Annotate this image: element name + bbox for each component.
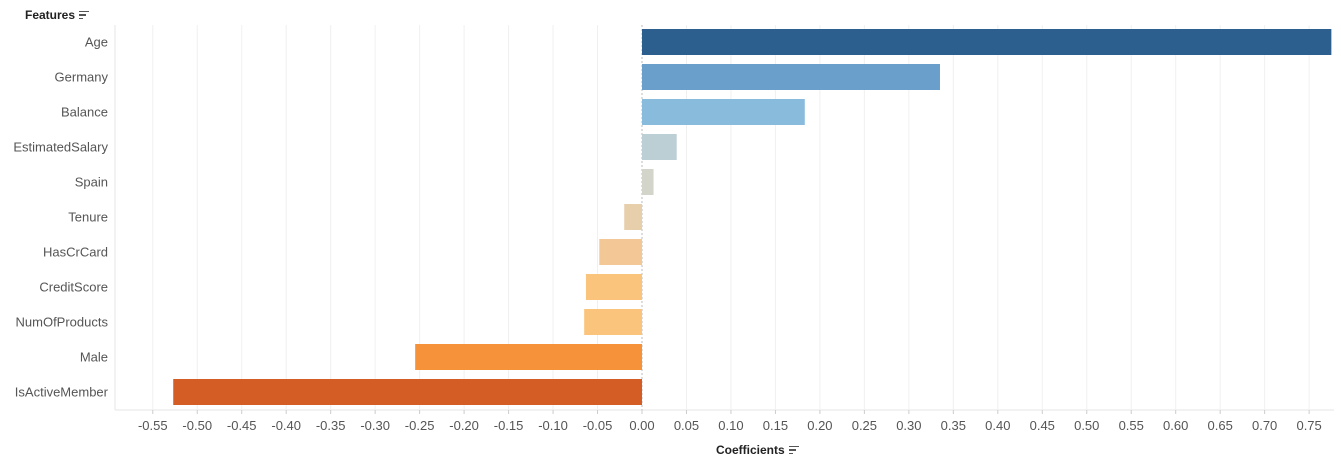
bar-estimatedsalary[interactable] (642, 134, 677, 160)
x-tick-label: 0.25 (852, 418, 877, 433)
x-tick-label: -0.05 (583, 418, 613, 433)
x-tick-label: -0.10 (538, 418, 568, 433)
sort-icon[interactable] (788, 445, 799, 455)
bar-male[interactable] (415, 344, 642, 370)
bar-age[interactable] (642, 29, 1332, 55)
features-header-label: Features (25, 8, 76, 22)
x-tick-label: -0.35 (316, 418, 346, 433)
category-label: NumOfProducts (16, 315, 109, 330)
sort-icon[interactable] (79, 10, 90, 20)
x-tick-label: 0.10 (718, 418, 743, 433)
category-label: Germany (55, 70, 109, 85)
bar-numofproducts[interactable] (584, 309, 642, 335)
x-tick-label: 0.65 (1208, 418, 1233, 433)
x-tick-label: 0.00 (629, 418, 654, 433)
category-label: Balance (61, 105, 108, 120)
x-tick-label: -0.40 (271, 418, 301, 433)
category-labels: Age Germany Balance EstimatedSalary Spain Ten… (13, 35, 108, 400)
x-tick-label: 0.15 (763, 418, 788, 433)
x-tick-label: -0.20 (449, 418, 479, 433)
category-label: HasCrCard (43, 245, 108, 260)
features-header[interactable]: Features (25, 8, 90, 22)
x-tick-label: -0.50 (182, 418, 212, 433)
category-label: IsActiveMember (15, 385, 109, 400)
bars (173, 29, 1332, 405)
coefficients-header[interactable]: Coefficients (716, 443, 799, 457)
x-tick-label: 0.35 (941, 418, 966, 433)
x-axis-ticks: -0.55 -0.50 -0.45 -0.40 -0.35 -0.30 -0.25 -0.20… (138, 410, 1322, 433)
x-tick-label: -0.30 (360, 418, 390, 433)
x-tick-label: 0.30 (896, 418, 921, 433)
category-label: CreditScore (39, 280, 108, 295)
category-label: EstimatedSalary (13, 140, 108, 155)
category-label: Age (85, 35, 108, 50)
category-label: Spain (75, 175, 108, 190)
x-tick-label: 0.45 (1030, 418, 1055, 433)
x-tick-label: 0.40 (985, 418, 1010, 433)
x-tick-label: -0.15 (494, 418, 524, 433)
x-tick-label: -0.45 (227, 418, 257, 433)
bar-spain[interactable] (642, 169, 654, 195)
x-tick-label: 0.60 (1163, 418, 1188, 433)
x-tick-label: -0.55 (138, 418, 168, 433)
bar-balance[interactable] (642, 99, 805, 125)
bar-creditscore[interactable] (585, 274, 642, 300)
x-tick-label: 0.20 (807, 418, 832, 433)
bar-isactivemember[interactable] (173, 379, 642, 405)
category-label: Male (80, 350, 108, 365)
category-label: Tenure (68, 210, 108, 225)
x-tick-label: 0.55 (1119, 418, 1144, 433)
x-tick-label: 0.70 (1252, 418, 1277, 433)
coefficients-header-label: Coefficients (716, 443, 785, 457)
x-tick-label: -0.25 (405, 418, 435, 433)
x-tick-label: 0.50 (1074, 418, 1099, 433)
x-tick-label: 0.05 (674, 418, 699, 433)
bar-tenure[interactable] (624, 204, 642, 230)
bar-hascrcard[interactable] (599, 239, 642, 265)
bar-germany[interactable] (642, 64, 940, 90)
x-tick-label: 0.75 (1296, 418, 1321, 433)
